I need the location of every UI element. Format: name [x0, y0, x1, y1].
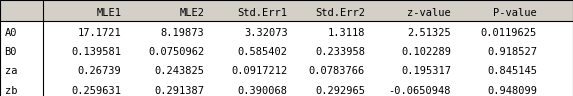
Text: 0.948099: 0.948099 — [487, 86, 537, 96]
Text: 0.0750962: 0.0750962 — [148, 47, 205, 57]
Text: MLE2: MLE2 — [179, 8, 205, 18]
Text: P-value: P-value — [493, 8, 537, 18]
Text: 0.0917212: 0.0917212 — [231, 66, 288, 76]
Bar — [0, 21, 573, 40]
Text: 0.918527: 0.918527 — [487, 47, 537, 57]
Text: 0.845145: 0.845145 — [487, 66, 537, 76]
Text: za: za — [5, 66, 17, 76]
Text: 0.0119625: 0.0119625 — [481, 28, 537, 38]
Text: 0.292965: 0.292965 — [315, 86, 365, 96]
Text: 0.390068: 0.390068 — [238, 86, 288, 96]
Text: 0.102289: 0.102289 — [401, 47, 451, 57]
Text: 0.26739: 0.26739 — [78, 66, 121, 76]
Text: MLE1: MLE1 — [96, 8, 121, 18]
Text: 2.51325: 2.51325 — [407, 28, 451, 38]
Text: zb: zb — [5, 86, 17, 96]
Text: 0.233958: 0.233958 — [315, 47, 365, 57]
Text: 0.291387: 0.291387 — [155, 86, 205, 96]
Text: 0.585402: 0.585402 — [238, 47, 288, 57]
Text: 0.259631: 0.259631 — [72, 86, 121, 96]
Text: -0.0650948: -0.0650948 — [388, 86, 451, 96]
Bar — [0, 60, 573, 79]
Text: 0.243825: 0.243825 — [155, 66, 205, 76]
Text: 3.32073: 3.32073 — [244, 28, 288, 38]
Text: 0.139581: 0.139581 — [72, 47, 121, 57]
Text: z-value: z-value — [407, 8, 451, 18]
Text: 0.195317: 0.195317 — [401, 66, 451, 76]
Text: Std.Err2: Std.Err2 — [315, 8, 365, 18]
Text: A0: A0 — [5, 28, 17, 38]
Text: B0: B0 — [5, 47, 17, 57]
Bar — [0, 79, 573, 96]
Text: 17.1721: 17.1721 — [78, 28, 121, 38]
Text: 8.19873: 8.19873 — [161, 28, 205, 38]
Text: 0.0783766: 0.0783766 — [309, 66, 365, 76]
Text: 1.3118: 1.3118 — [328, 28, 365, 38]
Bar — [0, 0, 573, 21]
Text: Std.Err1: Std.Err1 — [238, 8, 288, 18]
Bar — [0, 40, 573, 60]
